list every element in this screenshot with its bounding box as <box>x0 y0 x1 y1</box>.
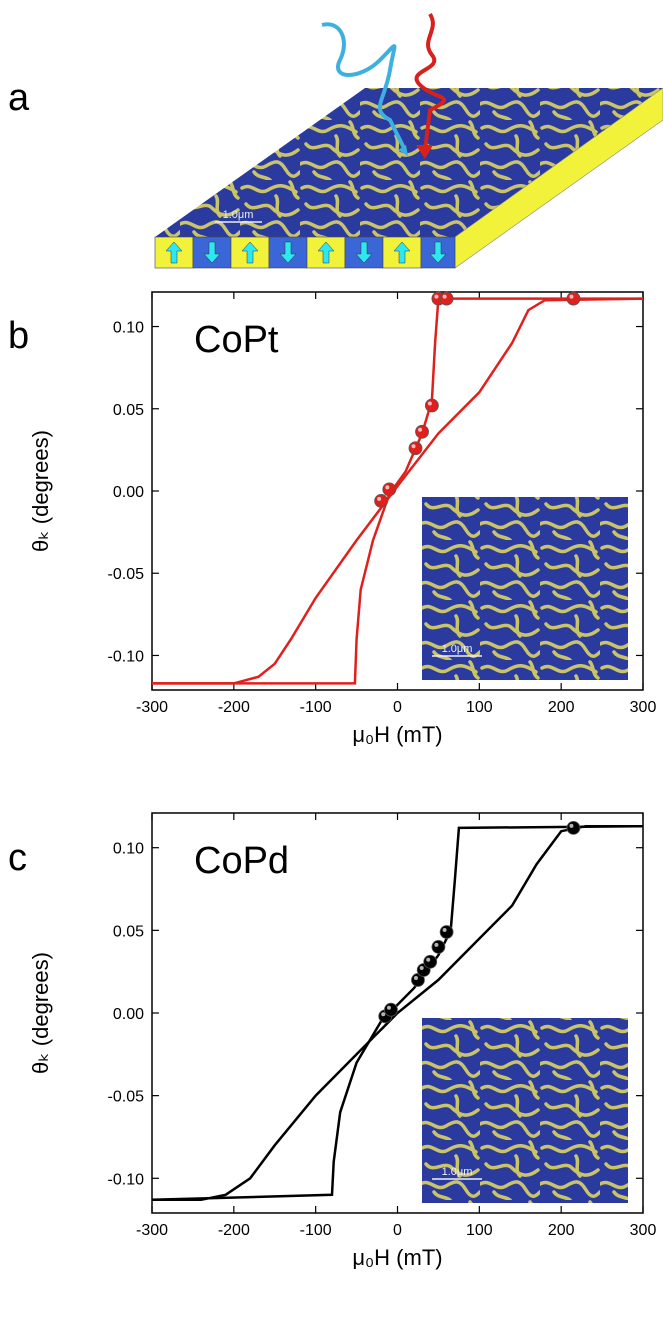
y-tick-label: -0.10 <box>108 648 145 665</box>
measurement-point <box>431 939 446 954</box>
schematic: 1.0μm <box>154 12 663 269</box>
point-highlight <box>442 928 447 933</box>
hysteresis-branch <box>152 824 643 1202</box>
measurement-point <box>424 398 439 413</box>
point-highlight <box>569 823 574 828</box>
point-highlight <box>381 1012 386 1017</box>
sample-label: CoPt <box>194 319 279 361</box>
measurement-point <box>423 954 438 969</box>
y-tick-label: 0.05 <box>113 923 144 940</box>
hysteresis-branch <box>152 297 643 685</box>
y-axis-label: θₖ (degrees) <box>28 430 53 552</box>
x-tick-label: 100 <box>466 1222 493 1239</box>
x-tick-label: 0 <box>393 1222 402 1239</box>
y-tick-label: -0.05 <box>108 566 145 583</box>
x-tick-label: 200 <box>548 699 575 716</box>
point-highlight <box>426 957 431 962</box>
sample-label: CoPd <box>194 840 289 882</box>
measurement-point <box>439 925 454 939</box>
measurement-point <box>382 482 397 497</box>
hysteresis-branch <box>151 824 644 1202</box>
measurement-point <box>566 820 581 835</box>
incident-beam <box>414 12 447 151</box>
scale-bar-label: 1.0μm <box>223 209 254 221</box>
y-tick-label: -0.05 <box>108 1089 145 1106</box>
point-highlight <box>377 496 382 501</box>
x-tick-label: -200 <box>218 1222 250 1239</box>
measurement-point <box>384 1002 398 1017</box>
x-tick-label: -100 <box>300 699 332 716</box>
y-tick-label: 0.10 <box>113 841 144 858</box>
measurement-point <box>439 291 454 306</box>
panel-label: c <box>8 837 27 879</box>
point-highlight <box>411 444 416 449</box>
x-tick-label: 200 <box>548 1222 575 1239</box>
point-highlight <box>569 294 574 299</box>
inset-image <box>422 497 628 680</box>
x-tick-label: 0 <box>393 699 402 716</box>
x-tick-label: -300 <box>136 699 168 716</box>
x-tick-label: -100 <box>300 1222 332 1239</box>
measurement-point <box>374 493 389 508</box>
x-tick-label: -200 <box>218 699 250 716</box>
panel-label: a <box>8 77 30 119</box>
y-tick-label: 0.00 <box>113 484 144 501</box>
arrow-head <box>398 145 408 156</box>
y-tick-label: -0.10 <box>108 1171 145 1188</box>
x-tick-label: 300 <box>630 1222 657 1239</box>
point-highlight <box>427 401 432 406</box>
film-front <box>154 236 456 269</box>
measurement-point <box>408 441 423 456</box>
point-highlight <box>413 975 418 980</box>
x-axis-label: μ₀H (mT) <box>352 1245 442 1270</box>
point-highlight <box>385 485 390 490</box>
point-highlight <box>442 294 447 299</box>
panel-label: b <box>8 315 29 357</box>
x-tick-label: -300 <box>136 1222 168 1239</box>
point-highlight <box>434 942 439 947</box>
inset-image <box>422 1018 628 1203</box>
measurement-point <box>415 424 429 439</box>
hysteresis-branch <box>152 297 644 685</box>
x-tick-label: 100 <box>466 699 493 716</box>
y-tick-label: 0.00 <box>113 1006 144 1023</box>
point-highlight <box>434 294 439 299</box>
point-highlight <box>419 966 424 971</box>
reflected-beam <box>321 22 407 151</box>
inset-scale-label: 1.0μm <box>442 643 473 655</box>
inset-scale-label: 1.0μm <box>442 1166 473 1178</box>
y-tick-label: 0.10 <box>113 320 144 337</box>
y-tick-label: 0.05 <box>113 402 144 419</box>
measurement-point <box>566 291 581 306</box>
arrow-head <box>416 145 433 159</box>
x-tick-label: 300 <box>630 699 657 716</box>
point-highlight <box>418 427 423 432</box>
point-highlight <box>386 1005 391 1010</box>
film-top <box>155 88 663 237</box>
x-axis-label: μ₀H (mT) <box>352 722 442 747</box>
y-axis-label: θₖ (degrees) <box>28 952 53 1074</box>
